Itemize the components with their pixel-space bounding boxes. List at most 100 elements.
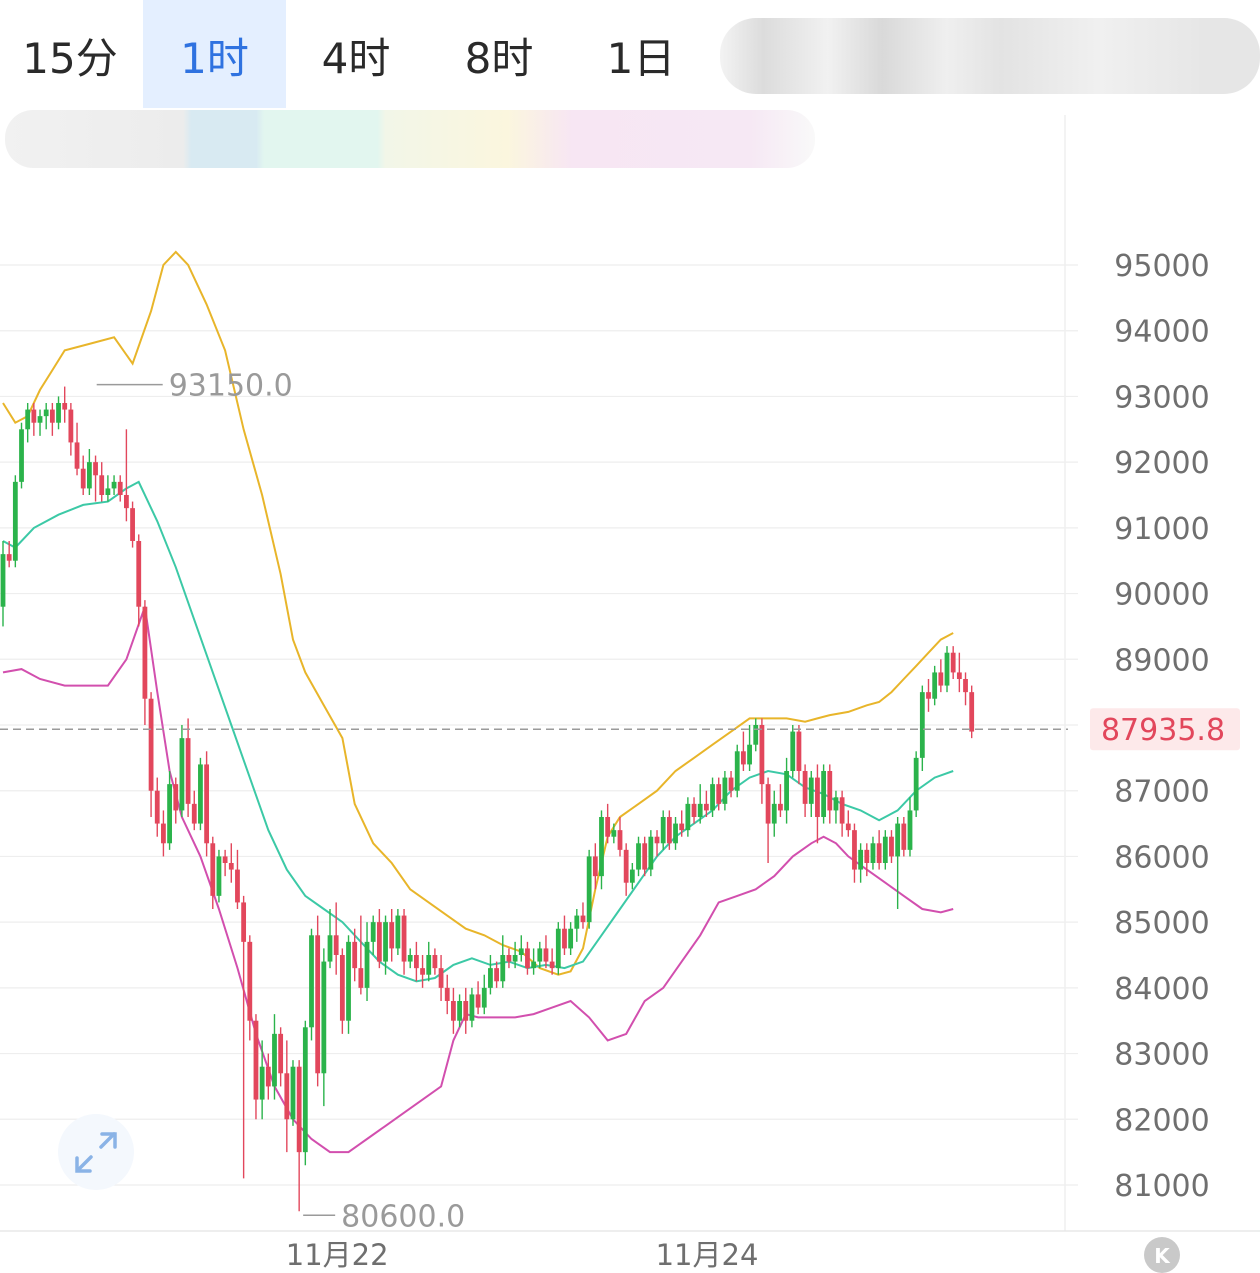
- candle-body: [617, 830, 623, 850]
- fullscreen-button[interactable]: [58, 1114, 134, 1190]
- candle: [284, 1040, 290, 1153]
- candle: [525, 941, 530, 975]
- candle: [666, 810, 672, 850]
- candle-body: [346, 941, 351, 1021]
- candle-body: [673, 823, 678, 844]
- candle-body: [722, 777, 728, 804]
- candle: [56, 396, 61, 430]
- candle-body: [771, 803, 777, 824]
- candle: [882, 830, 888, 870]
- candle-body: [568, 928, 574, 949]
- candle: [259, 1040, 265, 1120]
- candle-body: [629, 869, 635, 883]
- candle-body: [747, 744, 752, 765]
- candle: [654, 830, 660, 857]
- candle: [321, 948, 327, 1107]
- candle: [660, 810, 666, 850]
- candle-body: [370, 922, 376, 942]
- candle: [302, 1020, 308, 1166]
- candle: [19, 422, 24, 489]
- candle: [555, 922, 561, 975]
- candle-body: [648, 836, 654, 870]
- candle-body: [333, 935, 339, 955]
- tab-8h[interactable]: 8时: [464, 34, 534, 83]
- candle-body: [80, 468, 86, 489]
- candle: [679, 810, 685, 837]
- candle-body: [889, 836, 894, 857]
- candle-body: [611, 830, 617, 837]
- candle-body: [642, 843, 648, 870]
- candle: [265, 1053, 271, 1100]
- candle: [518, 935, 524, 962]
- candle-body: [376, 922, 382, 962]
- candle-body: [432, 955, 438, 969]
- candle: [592, 843, 598, 890]
- candle-body: [518, 948, 524, 955]
- y-tick-label: 83000: [1114, 1038, 1209, 1073]
- grid: [0, 115, 1078, 1231]
- candle: [494, 961, 499, 988]
- candle-body: [148, 698, 154, 791]
- candle: [938, 659, 944, 693]
- y-tick-label: 86000: [1114, 840, 1209, 875]
- tab-15min[interactable]: 15分: [22, 34, 118, 83]
- candle: [105, 475, 111, 502]
- candle-body: [623, 849, 629, 883]
- candle-body: [956, 672, 962, 679]
- candle-body: [950, 652, 956, 673]
- candle: [907, 797, 913, 857]
- candle-body: [728, 777, 734, 791]
- candle-body: [451, 1001, 456, 1021]
- candle: [222, 849, 228, 877]
- tab-4h[interactable]: 4时: [321, 34, 391, 83]
- candle-body: [56, 403, 61, 423]
- candle-body: [25, 409, 31, 430]
- candle-body: [19, 429, 24, 482]
- candle: [580, 902, 586, 929]
- candle: [500, 935, 506, 988]
- candle-body: [278, 1033, 284, 1074]
- candle-body: [136, 541, 142, 607]
- candle-body: [697, 803, 703, 817]
- y-tick-label: 85000: [1114, 906, 1209, 941]
- candle: [506, 948, 512, 969]
- candle-body: [913, 757, 919, 811]
- candle-body: [142, 606, 148, 699]
- y-tick-label: 82000: [1114, 1103, 1209, 1138]
- candle: [346, 935, 351, 1034]
- candle-body: [364, 941, 370, 988]
- candle-body: [895, 823, 901, 857]
- candle-body: [469, 994, 475, 1021]
- low-marker-label: 80600.0: [341, 1199, 465, 1234]
- candle: [673, 817, 678, 850]
- candle: [722, 771, 728, 811]
- candle: [278, 1027, 284, 1087]
- candle: [599, 810, 604, 890]
- toolbar-redacted-area: [720, 18, 1260, 94]
- candle: [629, 863, 635, 890]
- tab-1d[interactable]: 1日: [606, 34, 676, 83]
- tab-1h[interactable]: 1时: [143, 0, 286, 108]
- candle-body: [586, 856, 592, 923]
- candle-body: [321, 961, 327, 1074]
- candle: [6, 541, 12, 568]
- candle-body: [839, 797, 845, 824]
- candle: [802, 764, 808, 817]
- candle-body: [222, 856, 228, 863]
- candle-body: [784, 771, 789, 811]
- candle-body: [407, 955, 413, 962]
- candle: [185, 718, 191, 817]
- candle: [383, 915, 388, 975]
- candle: [74, 422, 80, 476]
- y-tick-label: 87000: [1114, 775, 1209, 810]
- k-logo-button[interactable]: K: [1144, 1237, 1180, 1273]
- y-tick-label: 92000: [1114, 446, 1209, 481]
- x-axis: 11月22 11月24: [0, 1230, 1260, 1272]
- candle-body: [654, 836, 660, 844]
- candle: [426, 941, 432, 982]
- candle-body: [99, 475, 105, 495]
- y-tick-label: 91000: [1114, 512, 1209, 547]
- candle: [815, 764, 820, 844]
- candle: [963, 672, 968, 706]
